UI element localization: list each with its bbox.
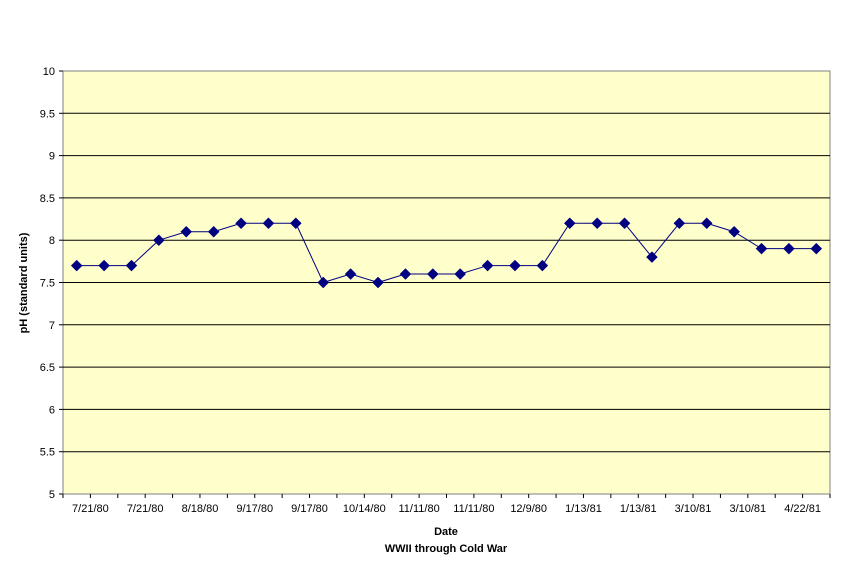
x-tick-label: 11/11/80 [453, 503, 494, 515]
x-tick-label: 9/17/80 [291, 503, 328, 515]
y-tick-label: 5 [49, 489, 55, 501]
y-tick-label: 9.5 [40, 108, 55, 120]
data-point [591, 217, 604, 230]
y-tick-label: 8.5 [40, 193, 55, 205]
data-point [755, 242, 768, 255]
data-point [563, 217, 576, 230]
x-tick-label: 3/10/81 [729, 503, 766, 515]
x-axis-title: Date [434, 526, 458, 538]
x-axis-ticks: 7/21/80 7/21/80 8/18/80 9/17/80 9/17/80 10/14… [62, 494, 831, 515]
data-point [125, 259, 138, 272]
data-point [344, 268, 357, 280]
y-axis-title: pH (standard units) [18, 232, 30, 333]
data-point [262, 217, 275, 230]
y-tick-label: 6.5 [40, 362, 55, 374]
x-tick-label: 8/18/80 [182, 503, 219, 515]
data-point [509, 259, 521, 272]
data-point [235, 217, 247, 230]
y-tick-label: 7 [49, 320, 55, 332]
x-tick-label: 10/14/80 [343, 503, 386, 515]
series-line [76, 222, 817, 284]
y-tick-label: 7.5 [40, 278, 55, 290]
series-layer [70, 217, 823, 289]
y-tick-label: 8 [49, 235, 55, 247]
data-point [481, 259, 494, 272]
x-tick-label: 4/22/81 [784, 503, 821, 515]
data-point [728, 225, 740, 238]
x-tick-label: 1/13/81 [620, 503, 657, 515]
x-tick-label: 11/11/80 [399, 503, 440, 515]
x-tick-label: 1/13/81 [565, 503, 602, 515]
data-point [454, 268, 467, 280]
data-point [289, 217, 302, 230]
data-point [153, 234, 165, 247]
data-point [426, 268, 439, 280]
data-point [70, 259, 83, 272]
data-point [618, 217, 631, 230]
chart-subtitle: WWII through Cold War [385, 543, 508, 555]
y-tick-label: 10 [43, 66, 55, 78]
data-point [536, 259, 549, 272]
y-tick-label: 5.5 [40, 447, 55, 459]
x-tick-label: 3/10/81 [675, 503, 712, 515]
x-tick-label: 7/21/80 [72, 503, 109, 515]
y-tick-label: 6 [49, 404, 55, 416]
grid-lines [63, 112, 830, 453]
data-point [207, 225, 220, 238]
data-point [783, 242, 795, 255]
y-axis-ticks: 10 9.5 9 8.5 8 7.5 7 6.5 6 5.5 5 [40, 66, 63, 501]
data-point [399, 268, 412, 280]
x-tick-label: 12/9/80 [510, 503, 547, 515]
x-tick-label: 9/17/80 [236, 503, 273, 515]
data-point [372, 276, 384, 289]
data-point [810, 242, 823, 255]
data-point [98, 259, 110, 272]
data-point [180, 225, 193, 238]
data-point [317, 276, 330, 289]
x-tick-label: 7/21/80 [127, 503, 164, 515]
data-point [673, 217, 686, 230]
data-point [700, 217, 713, 230]
y-tick-label: 9 [49, 151, 55, 163]
data-point [646, 251, 658, 263]
